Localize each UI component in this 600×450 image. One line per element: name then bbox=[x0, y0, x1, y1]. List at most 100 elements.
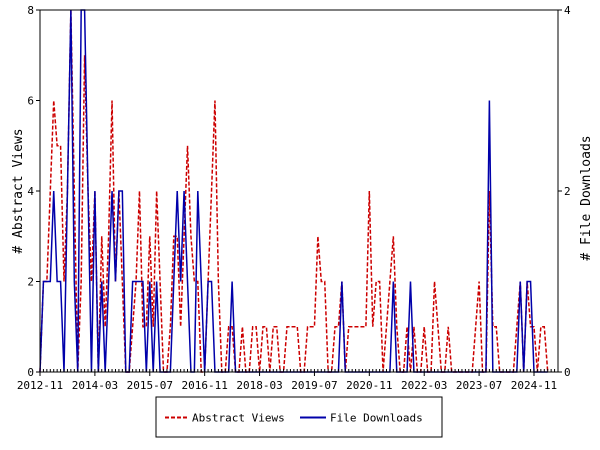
legend: Abstract Views File Downloads bbox=[155, 396, 443, 438]
data-point bbox=[173, 281, 174, 282]
data-point bbox=[57, 281, 58, 282]
data-point bbox=[87, 190, 88, 191]
data-point bbox=[187, 145, 188, 146]
data-point bbox=[149, 236, 150, 237]
data-point bbox=[53, 190, 54, 191]
data-point bbox=[60, 281, 61, 282]
data-point bbox=[108, 236, 109, 237]
data-point bbox=[180, 326, 181, 327]
data-point bbox=[479, 281, 480, 282]
data-point bbox=[410, 281, 411, 282]
data-point bbox=[111, 100, 112, 101]
y2-ticks: 0 2 4 bbox=[558, 4, 571, 379]
data-point bbox=[142, 326, 143, 327]
x-tick-label: 2022-03 bbox=[401, 379, 447, 392]
data-point bbox=[321, 281, 322, 282]
data-point bbox=[43, 281, 44, 282]
data-point bbox=[266, 326, 267, 327]
data-point bbox=[317, 236, 318, 237]
x-tick-label: 2018-03 bbox=[236, 379, 282, 392]
data-point bbox=[101, 281, 102, 282]
data-point bbox=[389, 281, 390, 282]
x-tick-label: 2024-11 bbox=[511, 379, 557, 392]
y2-axis-title: # File Downloads bbox=[579, 135, 594, 260]
data-point bbox=[122, 281, 123, 282]
data-point bbox=[379, 281, 380, 282]
data-point bbox=[530, 281, 531, 282]
data-point bbox=[132, 281, 133, 282]
data-point bbox=[135, 281, 136, 282]
data-point bbox=[276, 326, 277, 327]
data-point bbox=[53, 100, 54, 101]
data-point bbox=[214, 100, 215, 101]
data-point bbox=[358, 326, 359, 327]
data-point bbox=[393, 236, 394, 237]
data-point bbox=[159, 281, 160, 282]
x-ticks: 2012-11 2014-03 2015-07 2016-11 2018-03 2019-… bbox=[17, 369, 559, 392]
x-tick-label: 2014-03 bbox=[72, 379, 118, 392]
data-point bbox=[118, 190, 119, 191]
data-point bbox=[352, 326, 353, 327]
data-point bbox=[211, 190, 212, 191]
data-point bbox=[177, 190, 178, 191]
data-point bbox=[310, 326, 311, 327]
y-tick-label: 2 bbox=[27, 276, 34, 289]
y-tick-label: 6 bbox=[27, 95, 34, 108]
data-point bbox=[393, 281, 394, 282]
y-tick-label: 0 bbox=[27, 366, 34, 379]
x-tick-label: 2016-11 bbox=[181, 379, 227, 392]
data-point bbox=[348, 326, 349, 327]
data-point bbox=[197, 281, 198, 282]
data-point bbox=[475, 326, 476, 327]
y-axis-title: # Abstract Views bbox=[11, 128, 26, 253]
data-point bbox=[207, 281, 208, 282]
data-point bbox=[530, 326, 531, 327]
y-ticks: 0 2 4 6 8 bbox=[27, 4, 40, 379]
data-point bbox=[362, 326, 363, 327]
data-point bbox=[94, 190, 95, 191]
data-point bbox=[187, 281, 188, 282]
data-point bbox=[516, 326, 517, 327]
data-point bbox=[201, 281, 202, 282]
data-point bbox=[122, 190, 123, 191]
data-point bbox=[369, 190, 370, 191]
x-tick-label: 2015-07 bbox=[127, 379, 173, 392]
y-tick-label: 8 bbox=[27, 4, 34, 17]
data-point bbox=[232, 326, 233, 327]
data-point bbox=[63, 281, 64, 282]
data-point bbox=[46, 281, 47, 282]
data-point bbox=[50, 190, 51, 191]
data-point bbox=[307, 326, 308, 327]
legend-label-abstract-views: Abstract Views bbox=[192, 412, 285, 425]
data-point bbox=[108, 281, 109, 282]
data-point bbox=[286, 326, 287, 327]
data-point bbox=[105, 326, 106, 327]
data-point bbox=[297, 326, 298, 327]
data-point bbox=[180, 281, 181, 282]
y2-tick-label: 4 bbox=[564, 4, 571, 17]
data-point bbox=[314, 326, 315, 327]
data-point bbox=[153, 326, 154, 327]
data-point bbox=[190, 236, 191, 237]
data-point bbox=[50, 281, 51, 282]
data-point bbox=[424, 326, 425, 327]
x-tick-label: 2012-11 bbox=[17, 379, 63, 392]
data-point bbox=[355, 326, 356, 327]
data-point bbox=[386, 326, 387, 327]
data-point bbox=[273, 326, 274, 327]
data-point bbox=[156, 281, 157, 282]
data-point bbox=[211, 281, 212, 282]
x-tick-label: 2020-11 bbox=[346, 379, 392, 392]
data-point bbox=[132, 326, 133, 327]
data-point bbox=[338, 326, 339, 327]
y-tick-label: 4 bbox=[27, 185, 34, 198]
data-point bbox=[290, 326, 291, 327]
data-point bbox=[183, 236, 184, 237]
data-point bbox=[218, 281, 219, 282]
data-point bbox=[67, 190, 68, 191]
data-point bbox=[376, 281, 377, 282]
data-point bbox=[139, 281, 140, 282]
